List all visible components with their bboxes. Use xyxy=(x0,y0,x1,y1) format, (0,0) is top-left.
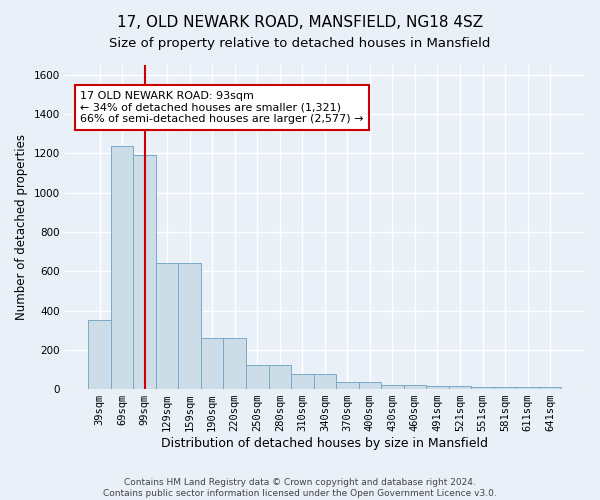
Y-axis label: Number of detached properties: Number of detached properties xyxy=(15,134,28,320)
Bar xyxy=(336,382,359,389)
Bar xyxy=(494,387,516,389)
Bar xyxy=(449,386,471,389)
X-axis label: Distribution of detached houses by size in Mansfield: Distribution of detached houses by size … xyxy=(161,437,488,450)
Bar xyxy=(291,374,314,389)
Bar xyxy=(381,385,404,389)
Bar xyxy=(426,386,449,389)
Bar xyxy=(314,374,336,389)
Bar xyxy=(516,387,539,389)
Bar xyxy=(359,382,381,389)
Text: Size of property relative to detached houses in Mansfield: Size of property relative to detached ho… xyxy=(109,38,491,51)
Text: Contains HM Land Registry data © Crown copyright and database right 2024.
Contai: Contains HM Land Registry data © Crown c… xyxy=(103,478,497,498)
Bar xyxy=(178,264,201,389)
Bar xyxy=(269,364,291,389)
Text: 17 OLD NEWARK ROAD: 93sqm
← 34% of detached houses are smaller (1,321)
66% of se: 17 OLD NEWARK ROAD: 93sqm ← 34% of detac… xyxy=(80,91,364,124)
Bar xyxy=(246,364,269,389)
Bar xyxy=(156,264,178,389)
Bar xyxy=(133,156,156,389)
Text: 17, OLD NEWARK ROAD, MANSFIELD, NG18 4SZ: 17, OLD NEWARK ROAD, MANSFIELD, NG18 4SZ xyxy=(117,15,483,30)
Bar xyxy=(201,338,223,389)
Bar xyxy=(471,387,494,389)
Bar xyxy=(539,387,562,389)
Bar xyxy=(111,146,133,389)
Bar xyxy=(223,338,246,389)
Bar xyxy=(404,385,426,389)
Bar xyxy=(88,320,111,389)
